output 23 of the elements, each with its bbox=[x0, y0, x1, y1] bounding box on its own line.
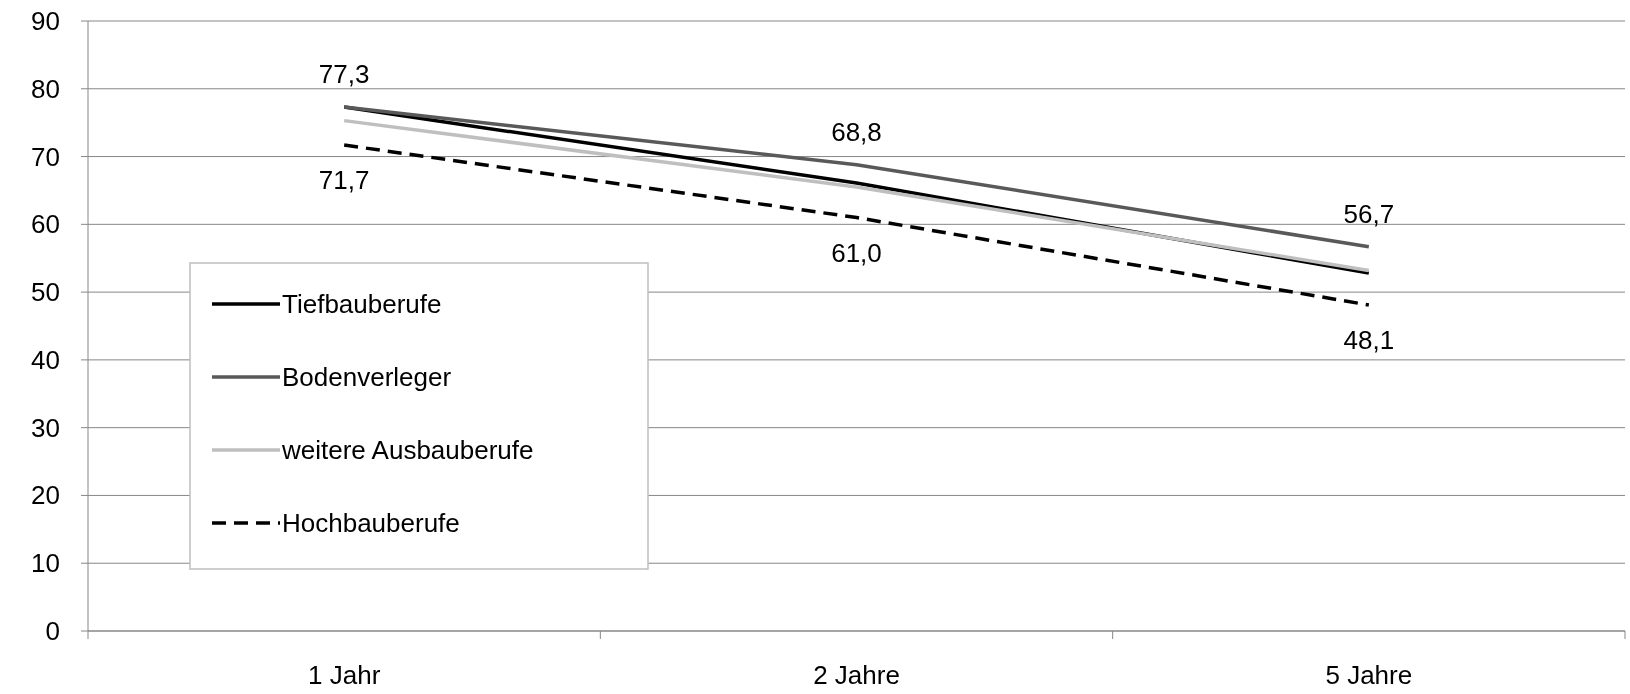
y-tick-label: 40 bbox=[31, 344, 60, 375]
y-tick-label: 50 bbox=[31, 277, 60, 308]
legend-label: Bodenverleger bbox=[282, 362, 452, 392]
data-label: 61,0 bbox=[831, 237, 882, 268]
x-tick-label: 2 Jahre bbox=[813, 660, 900, 690]
x-tick-label: 1 Jahr bbox=[308, 660, 381, 690]
data-label: 56,7 bbox=[1343, 198, 1395, 229]
legend-label: Tiefbauberufe bbox=[282, 289, 442, 319]
y-tick-label: 10 bbox=[31, 548, 60, 579]
y-tick-label: 90 bbox=[31, 6, 60, 36]
y-tick-label: 80 bbox=[31, 73, 60, 104]
data-label: 71,7 bbox=[318, 165, 370, 196]
data-label: 77,3 bbox=[318, 59, 370, 90]
y-tick-label: 70 bbox=[31, 141, 60, 172]
y-tick-label: 20 bbox=[31, 480, 60, 511]
y-tick-label: 60 bbox=[31, 209, 60, 240]
legend-label: weitere Ausbauberufe bbox=[281, 435, 534, 465]
data-label: 48,1 bbox=[1343, 324, 1395, 355]
y-tick-label: 30 bbox=[31, 412, 60, 443]
x-tick-label: 5 Jahre bbox=[1325, 660, 1413, 690]
legend-label: Hochbauberufe bbox=[282, 508, 460, 538]
data-label: 68,8 bbox=[831, 116, 882, 147]
y-tick-label: 0 bbox=[45, 616, 60, 646]
